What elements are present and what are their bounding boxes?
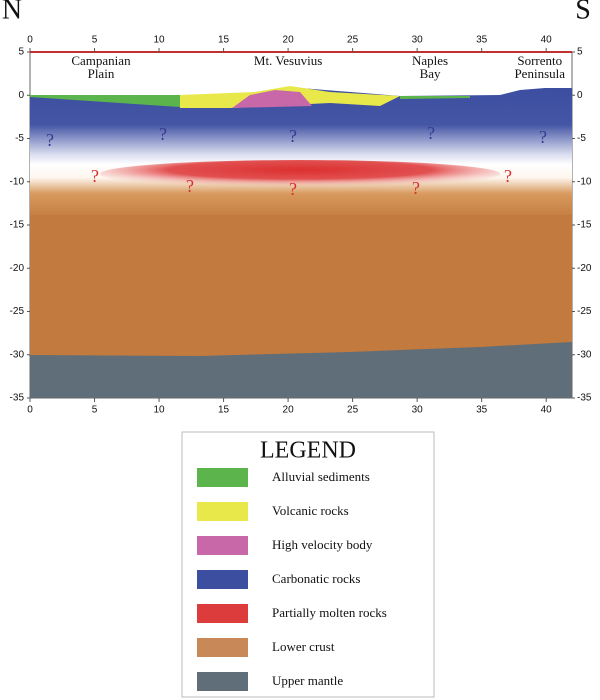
x-tick-label-bottom: 30 [412, 405, 424, 416]
x-tick-label-bottom: 10 [153, 405, 165, 416]
y-tick-label-left: -5 [15, 133, 24, 144]
x-tick-label-bottom: 25 [347, 405, 359, 416]
legend-swatch [197, 570, 248, 589]
location-label: Mt. Vesuvius [254, 53, 322, 68]
alluvial-east [400, 96, 470, 99]
unknown-mark: ? [46, 130, 54, 150]
y-tick-label-left: -10 [10, 176, 25, 187]
high-velocity-body [232, 90, 312, 108]
unknown-mark: ? [412, 178, 420, 198]
x-tick-label-bottom: 35 [476, 405, 488, 416]
legend-label: Volcanic rocks [272, 503, 349, 518]
unknown-mark: ? [289, 126, 297, 146]
legend-swatch [197, 638, 248, 657]
y-tick-label-left: -15 [10, 220, 25, 231]
x-tick-label-top: 5 [92, 35, 98, 46]
x-tick-label-top: 30 [412, 35, 424, 46]
legend-swatch [197, 672, 248, 691]
legend-label: Alluvial sediments [272, 469, 370, 484]
y-tick-label-left: 0 [18, 90, 24, 101]
y-tick-label-right: 0 [577, 90, 583, 101]
x-tick-label-bottom: 5 [92, 405, 98, 416]
x-tick-label-top: 10 [153, 35, 165, 46]
unknown-mark: ? [427, 123, 435, 143]
x-tick-label-bottom: 15 [218, 405, 230, 416]
molten-body [100, 160, 500, 188]
unknown-mark: ? [539, 127, 547, 147]
x-tick-label-top: 25 [347, 35, 359, 46]
location-label: Sorrento [517, 53, 562, 68]
legend-title: LEGEND [260, 438, 356, 464]
y-tick-label-left: -35 [10, 393, 25, 404]
y-tick-label-left: -30 [10, 349, 25, 360]
y-tick-label-right: -10 [577, 176, 592, 187]
legend-label: Upper mantle [272, 673, 343, 688]
section [29, 51, 573, 399]
location-label: Peninsula [514, 66, 565, 81]
y-tick-label-right: -20 [577, 263, 592, 274]
north-label: N [2, 0, 22, 25]
legend-swatch [197, 604, 248, 623]
y-tick-label-right: -30 [577, 349, 592, 360]
legend-label: Lower crust [272, 639, 335, 654]
legend-swatch [197, 468, 248, 487]
location-label: Campanian [71, 53, 131, 68]
upper-mantle [30, 342, 572, 398]
unknown-mark: ? [91, 166, 99, 186]
y-tick-label-left: -20 [10, 263, 25, 274]
x-tick-label-top: 40 [541, 35, 553, 46]
legend-label: High velocity body [272, 537, 373, 552]
south-label: S [575, 0, 591, 25]
unknown-mark: ? [504, 166, 512, 186]
unknown-mark: ? [289, 179, 297, 199]
legend-label: Carbonatic rocks [272, 571, 360, 586]
unknown-mark: ? [186, 176, 194, 196]
y-tick-label-right: -5 [577, 133, 586, 144]
y-tick-label-left: 5 [18, 47, 24, 58]
x-tick-label-bottom: 20 [283, 405, 295, 416]
legend-swatch [197, 502, 248, 521]
y-tick-label-right: -15 [577, 220, 592, 231]
x-tick-label-top: 0 [27, 35, 33, 46]
unknown-mark: ? [159, 124, 167, 144]
alluvial-west [30, 95, 180, 107]
legend-label: Partially molten rocks [272, 605, 387, 620]
location-label: Bay [420, 66, 441, 81]
location-label: Naples [412, 53, 448, 68]
x-tick-label-top: 20 [283, 35, 295, 46]
x-tick-label-bottom: 0 [27, 405, 33, 416]
y-tick-label-right: -35 [577, 393, 592, 404]
x-tick-label-bottom: 40 [541, 405, 553, 416]
legend-swatch [197, 536, 248, 555]
y-tick-label-right: -25 [577, 306, 592, 317]
carbonatic-layer [30, 88, 572, 220]
y-tick-label-right: 5 [577, 47, 583, 58]
x-tick-label-top: 35 [476, 35, 488, 46]
lower-crust [30, 215, 572, 360]
location-label: Plain [88, 66, 115, 81]
y-tick-label-left: -25 [10, 306, 25, 317]
x-tick-label-top: 15 [218, 35, 230, 46]
